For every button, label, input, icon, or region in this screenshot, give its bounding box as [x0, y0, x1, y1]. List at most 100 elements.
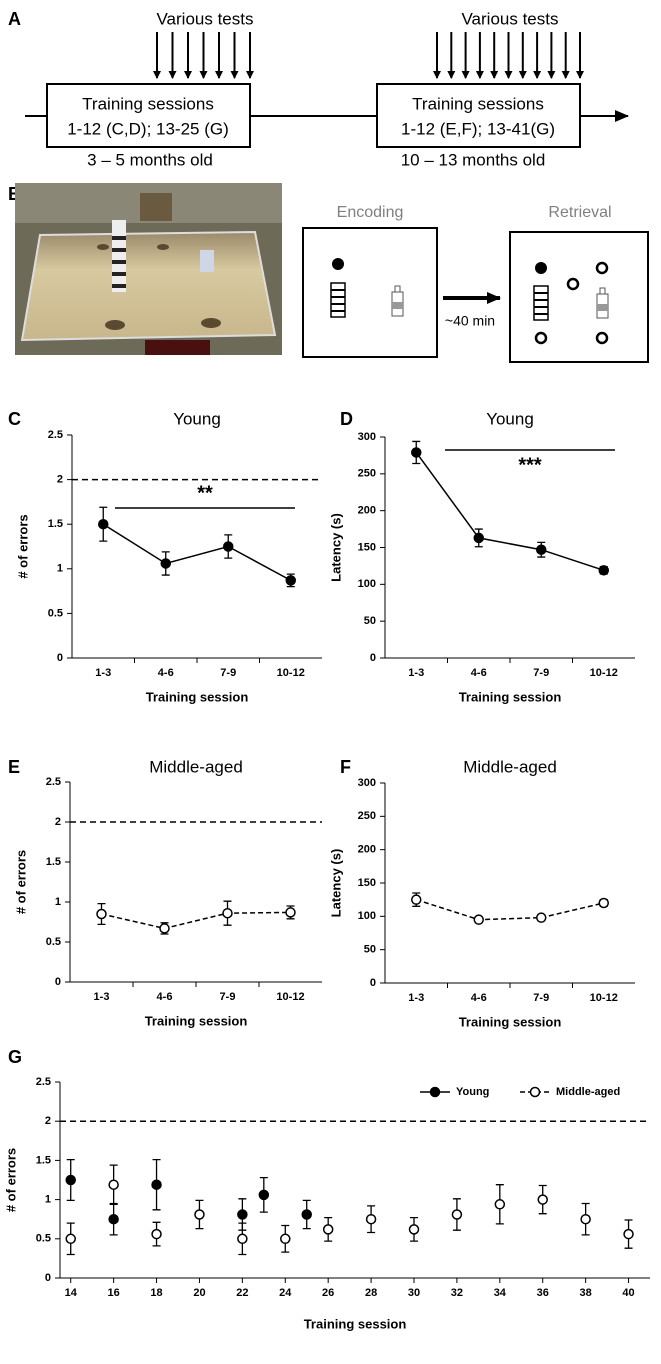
- y-tick-label: 300: [358, 431, 376, 443]
- x-tick-label: 40: [622, 1287, 634, 1299]
- x-axis-label: Training session: [459, 689, 562, 704]
- session-box: [376, 83, 581, 148]
- data-point: [159, 923, 170, 934]
- x-tick-label: 20: [193, 1287, 205, 1299]
- data-point: [258, 1189, 270, 1201]
- x-axis-label: Training session: [304, 1316, 407, 1331]
- data-point: [237, 1209, 248, 1220]
- x-tick-label: 32: [451, 1287, 463, 1299]
- y-tick-label: 1.5: [46, 856, 61, 868]
- y-tick-label: 0: [45, 1272, 51, 1284]
- y-tick-label: 0.5: [48, 607, 63, 619]
- x-tick-label: 22: [236, 1287, 248, 1299]
- data-point: [160, 558, 171, 569]
- x-tick-label: 4-6: [157, 991, 173, 1003]
- panel-a: A Various tests Various tests Training s…: [8, 9, 629, 169]
- x-tick-label: 7-9: [220, 991, 236, 1003]
- series-line: [415, 452, 604, 572]
- data-point: [98, 518, 109, 530]
- chart-title: Middle-aged: [149, 757, 243, 776]
- data-point: [285, 575, 296, 586]
- data-point: [580, 1213, 591, 1225]
- encoding-objects: [330, 258, 404, 318]
- x-tick-label: 4-6: [471, 992, 487, 1004]
- chart-title: Young: [486, 409, 534, 428]
- data-point: [411, 447, 422, 458]
- y-axis-label: # of errors: [3, 1148, 18, 1212]
- data-point: [598, 897, 609, 909]
- x-tick-label: 14: [65, 1287, 78, 1299]
- x-tick-label: 38: [580, 1287, 592, 1299]
- y-tick-label: 2.5: [46, 776, 61, 788]
- x-tick-label: 24: [279, 1287, 292, 1299]
- x-tick-label: 10-12: [276, 991, 304, 1003]
- panel-label: E: [8, 757, 20, 777]
- tests-label: Various tests: [461, 9, 558, 28]
- legend-marker: [529, 1086, 541, 1098]
- data-point: [473, 914, 484, 925]
- x-tick-label: 28: [365, 1287, 377, 1299]
- y-tick-label: 1.5: [36, 1154, 51, 1166]
- data-point: [65, 1174, 76, 1186]
- retrieval-arena: [509, 231, 649, 363]
- chart-title: Young: [173, 409, 221, 428]
- retrieval-label: Retrieval: [548, 204, 611, 221]
- session-box: [46, 83, 251, 148]
- x-tick-label: 1-3: [408, 667, 424, 679]
- x-tick-label: 10-12: [590, 667, 618, 679]
- y-tick-label: 0.5: [46, 936, 61, 948]
- retrieval-objects: [533, 261, 609, 345]
- data-point: [598, 565, 609, 576]
- y-tick-label: 1: [45, 1194, 51, 1206]
- y-tick-label: 0: [55, 976, 61, 988]
- age-label: 3 – 5 months old: [87, 150, 213, 169]
- x-tick-label: 7-9: [533, 992, 549, 1004]
- data-point: [365, 1213, 377, 1225]
- data-point: [537, 1194, 548, 1205]
- legend-marker: [429, 1086, 441, 1098]
- y-tick-label: 250: [358, 810, 376, 822]
- x-tick-label: 1-3: [94, 991, 110, 1003]
- x-tick-label: 10-12: [277, 667, 305, 679]
- y-tick-label: 50: [364, 615, 376, 627]
- box-text: 1-12 (C,D); 13-25 (G): [67, 119, 229, 138]
- data-point: [408, 1224, 420, 1235]
- chart-title: Middle-aged: [463, 757, 557, 776]
- data-point: [222, 907, 233, 919]
- significance-label: **: [197, 482, 213, 504]
- data-point: [223, 541, 234, 552]
- data-point: [451, 1209, 463, 1220]
- x-tick-label: 30: [408, 1287, 420, 1299]
- y-tick-label: 150: [358, 877, 376, 889]
- y-tick-label: 50: [364, 944, 376, 956]
- encoding-label: Encoding: [337, 204, 404, 221]
- data-point: [285, 907, 296, 918]
- y-tick-label: 1: [55, 896, 61, 908]
- series-line: [416, 898, 604, 921]
- x-tick-label: 1-3: [95, 667, 111, 679]
- x-tick-label: 1-3: [408, 992, 424, 1004]
- data-point: [65, 1233, 76, 1245]
- panel-label: C: [8, 409, 21, 429]
- box-text: Training sessions: [412, 94, 544, 113]
- data-point: [237, 1233, 248, 1245]
- data-point: [623, 1228, 634, 1240]
- x-tick-label: 18: [150, 1287, 162, 1299]
- y-tick-label: 2: [45, 1115, 51, 1127]
- data-point: [301, 1209, 312, 1220]
- data-point: [411, 894, 422, 905]
- data-point: [473, 532, 484, 544]
- age-label: 10 – 13 months old: [401, 150, 546, 169]
- data-point: [108, 1213, 119, 1225]
- data-point: [151, 1179, 162, 1190]
- y-tick-label: 1: [57, 563, 63, 575]
- box-text: Training sessions: [82, 94, 214, 113]
- y-axis-label: Latency (s): [328, 513, 343, 582]
- panel-label: A: [8, 9, 21, 29]
- y-tick-label: 150: [358, 541, 376, 553]
- y-tick-label: 100: [358, 910, 376, 922]
- charts: C Young 0 0.5 1 1.5 2 2.5 1-3 4-6 7-9 10-12 Training…: [3, 409, 650, 1331]
- test-arrows: [153, 32, 584, 79]
- x-axis-label: Training session: [459, 1014, 562, 1029]
